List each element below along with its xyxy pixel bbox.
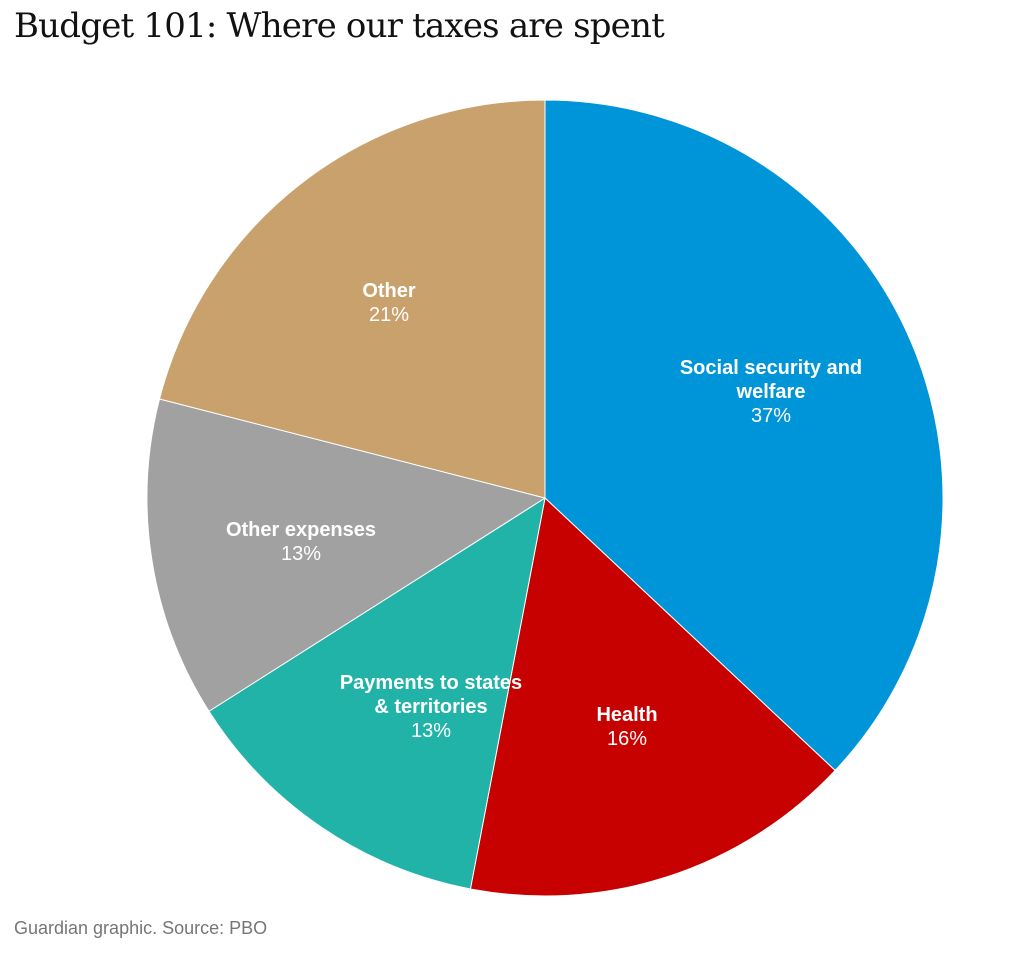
slice-label-social-security-and-welfare-line-2: welfare [736,381,806,403]
slice-label-health: Health [596,704,657,726]
slice-label-social-security-and-welfare-line-1: Social security and [680,357,862,379]
slice-value-other: 21% [369,304,409,326]
pie-slice-social-security-and-welfare [544,99,944,771]
slice-value-social-security-and-welfare: 37% [751,405,791,427]
slice-value-health: 16% [607,728,647,750]
slice-label-other-expenses: Other expenses [226,519,376,541]
slice-label-payments-to-states-and-territories-line-1: Payments to states [340,672,522,694]
slice-label-other: Other [362,280,416,302]
chart-title: Budget 101: Where our taxes are spent [14,6,665,46]
pie-slice-payments-to-states-and-territories [208,497,546,890]
pie-slice-other-expenses [146,398,546,712]
slice-value-payments-to-states-and-territories: 13% [411,720,451,742]
pie-slices [146,99,944,897]
pie-slice-other [159,99,546,499]
pie-slice-health [469,497,836,897]
slice-value-other-expenses: 13% [281,543,321,565]
source-note: Guardian graphic. Source: PBO [14,918,268,938]
slice-label-payments-to-states-and-territories-line-2: & territories [374,696,487,718]
